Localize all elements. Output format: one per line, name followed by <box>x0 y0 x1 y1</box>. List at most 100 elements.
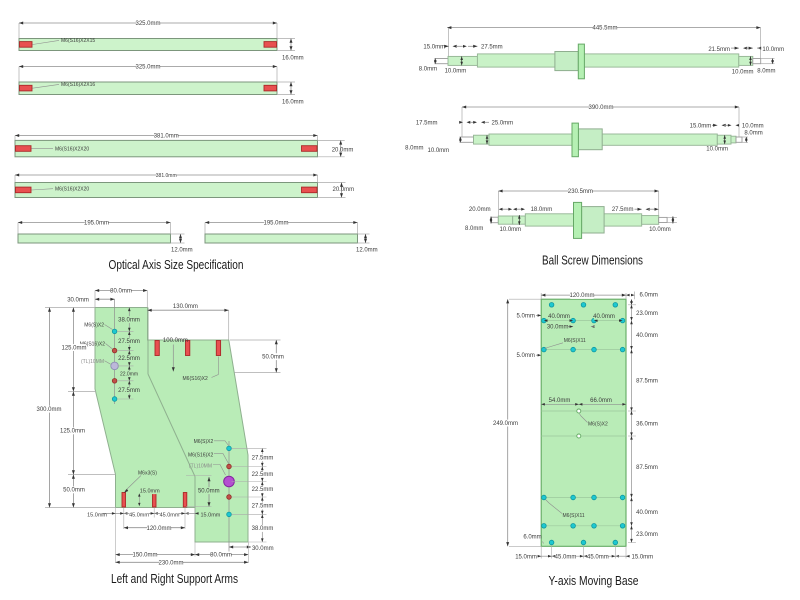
svg-text:22.5mm: 22.5mm <box>118 356 140 362</box>
svg-text:195.0mm: 195.0mm <box>263 220 288 226</box>
svg-text:45.0mm: 45.0mm <box>555 554 577 560</box>
svg-text:100.0mm: 100.0mm <box>163 338 188 344</box>
svg-text:12.0mm: 12.0mm <box>171 248 193 254</box>
svg-text:12.0mm: 12.0mm <box>356 248 378 254</box>
svg-text:16.0mm: 16.0mm <box>282 100 304 106</box>
svg-text:6.0mm: 6.0mm <box>523 535 541 541</box>
svg-text:M6(S)X2: M6(S)X2 <box>84 322 104 328</box>
svg-text:10.0mm: 10.0mm <box>742 124 764 130</box>
svg-text:38.0mm: 38.0mm <box>118 317 140 323</box>
svg-text:M6(S16)X2X20: M6(S16)X2X20 <box>55 186 89 192</box>
svg-text:23.0mm: 23.0mm <box>636 532 658 538</box>
svg-text:30.0mm: 30.0mm <box>252 546 274 552</box>
svg-text:M6x3(S): M6x3(S) <box>138 470 157 476</box>
svg-text:Left and Right Support Arms: Left and Right Support Arms <box>111 571 238 586</box>
svg-text:445.5mm: 445.5mm <box>592 26 617 32</box>
svg-text:249.0mm: 249.0mm <box>493 421 518 427</box>
svg-text:120.0mm: 120.0mm <box>569 293 594 299</box>
svg-text:6.0mm: 6.0mm <box>640 293 658 299</box>
svg-text:27.5mm: 27.5mm <box>252 504 274 510</box>
svg-text:390.0mm: 390.0mm <box>588 105 613 111</box>
svg-text:80.0mm: 80.0mm <box>210 553 232 559</box>
svg-text:22.5mm: 22.5mm <box>252 487 274 493</box>
svg-text:30.0mm: 30.0mm <box>67 297 89 303</box>
svg-text:10.0mm: 10.0mm <box>428 148 450 154</box>
svg-text:87.5mm: 87.5mm <box>636 378 658 384</box>
svg-text:M6(S16)X2X20: M6(S16)X2X20 <box>55 146 89 152</box>
svg-text:15.0mm: 15.0mm <box>87 513 107 519</box>
svg-text:10.0mm: 10.0mm <box>500 227 522 233</box>
svg-text:230.0mm: 230.0mm <box>158 560 183 566</box>
svg-text:10.0mm: 10.0mm <box>706 147 728 153</box>
svg-text:325.0mm: 325.0mm <box>135 21 160 27</box>
svg-text:30.0mm: 30.0mm <box>547 325 569 331</box>
svg-text:27.5mm: 27.5mm <box>118 339 140 345</box>
svg-text:(TL)10MM: (TL)10MM <box>81 359 104 365</box>
svg-text:20.0mm: 20.0mm <box>332 147 354 153</box>
svg-text:15.0mm: 15.0mm <box>201 513 221 519</box>
svg-text:300.0mm: 300.0mm <box>36 407 61 413</box>
svg-text:66.0mm: 66.0mm <box>590 398 612 404</box>
svg-text:15.0mm: 15.0mm <box>140 489 160 495</box>
svg-text:20.0mm: 20.0mm <box>333 187 355 193</box>
svg-text:8.0mm: 8.0mm <box>465 226 483 232</box>
svg-text:54.0mm: 54.0mm <box>549 398 571 404</box>
svg-text:M6(S)X2: M6(S)X2 <box>588 422 608 428</box>
svg-text:8.0mm: 8.0mm <box>744 130 762 136</box>
svg-text:50.0mm: 50.0mm <box>262 354 284 360</box>
svg-text:Y-axis Moving Base: Y-axis Moving Base <box>549 573 639 588</box>
svg-text:27.5mm: 27.5mm <box>481 44 503 50</box>
svg-text:8.0mm: 8.0mm <box>757 68 775 74</box>
svg-text:22.5mm: 22.5mm <box>252 472 274 478</box>
svg-text:45.0mm: 45.0mm <box>587 554 609 560</box>
svg-text:125.0mm: 125.0mm <box>60 429 85 435</box>
svg-text:15.0mm: 15.0mm <box>632 554 654 560</box>
svg-text:325.0mm: 325.0mm <box>135 65 160 71</box>
svg-text:38.0mm: 38.0mm <box>252 526 274 532</box>
svg-text:10.0mm: 10.0mm <box>762 47 784 53</box>
svg-text:21.5mm: 21.5mm <box>708 47 730 53</box>
svg-text:17.5mm: 17.5mm <box>416 121 438 127</box>
svg-text:40.0mm: 40.0mm <box>636 510 658 516</box>
svg-text:M6(S16)X2X16: M6(S16)X2X16 <box>61 82 95 88</box>
svg-text:27.5mm: 27.5mm <box>118 388 140 394</box>
svg-text:M6(S16)X2: M6(S16)X2 <box>188 453 214 459</box>
svg-text:150.0mm: 150.0mm <box>132 553 157 559</box>
svg-text:20.0mm: 20.0mm <box>469 207 491 213</box>
svg-text:15.0mm: 15.0mm <box>515 554 537 560</box>
svg-text:22.0mm: 22.0mm <box>120 371 138 377</box>
svg-text:(TL)10MM: (TL)10MM <box>189 464 212 470</box>
svg-text:27.5mm: 27.5mm <box>612 207 634 213</box>
svg-text:10.0mm: 10.0mm <box>445 69 467 75</box>
svg-text:5.0mm: 5.0mm <box>517 353 535 359</box>
svg-text:10.0mm: 10.0mm <box>732 69 754 75</box>
svg-text:15.0mm: 15.0mm <box>690 124 712 130</box>
svg-text:36.0mm: 36.0mm <box>636 422 658 428</box>
svg-text:25.0mm: 25.0mm <box>492 121 514 127</box>
svg-text:M6(S)X11: M6(S)X11 <box>564 338 586 344</box>
svg-text:Ball Screw Dimensions: Ball Screw Dimensions <box>542 253 643 268</box>
svg-text:120.0mm: 120.0mm <box>146 526 171 532</box>
svg-text:27.5mm: 27.5mm <box>252 455 274 461</box>
svg-text:381.0mm: 381.0mm <box>156 173 177 179</box>
svg-text:M6(S)X11: M6(S)X11 <box>563 513 585 519</box>
svg-text:15.0mm: 15.0mm <box>423 44 445 50</box>
svg-text:40.0mm: 40.0mm <box>636 333 658 339</box>
svg-text:M6(S16)X2X15: M6(S16)X2X15 <box>61 38 95 44</box>
svg-text:125.0mm: 125.0mm <box>61 345 86 351</box>
svg-text:40.0mm: 40.0mm <box>593 314 615 320</box>
svg-text:23.0mm: 23.0mm <box>636 311 658 317</box>
svg-text:45.0mm: 45.0mm <box>160 512 180 518</box>
svg-text:M6(S16)X2: M6(S16)X2 <box>183 376 209 382</box>
svg-text:18.0mm: 18.0mm <box>531 207 553 213</box>
svg-text:5.0mm: 5.0mm <box>517 314 535 320</box>
svg-text:230.5mm: 230.5mm <box>568 189 593 195</box>
svg-text:M6(S)X2: M6(S)X2 <box>194 439 214 445</box>
svg-text:130.0mm: 130.0mm <box>173 304 198 310</box>
svg-text:195.0mm: 195.0mm <box>84 220 109 226</box>
svg-text:381.0mm: 381.0mm <box>154 134 179 140</box>
svg-text:50.0mm: 50.0mm <box>198 488 220 494</box>
svg-text:80.0mm: 80.0mm <box>110 289 132 295</box>
svg-text:M6(S16)X2: M6(S16)X2 <box>80 342 106 348</box>
svg-text:10.0mm: 10.0mm <box>649 227 671 233</box>
